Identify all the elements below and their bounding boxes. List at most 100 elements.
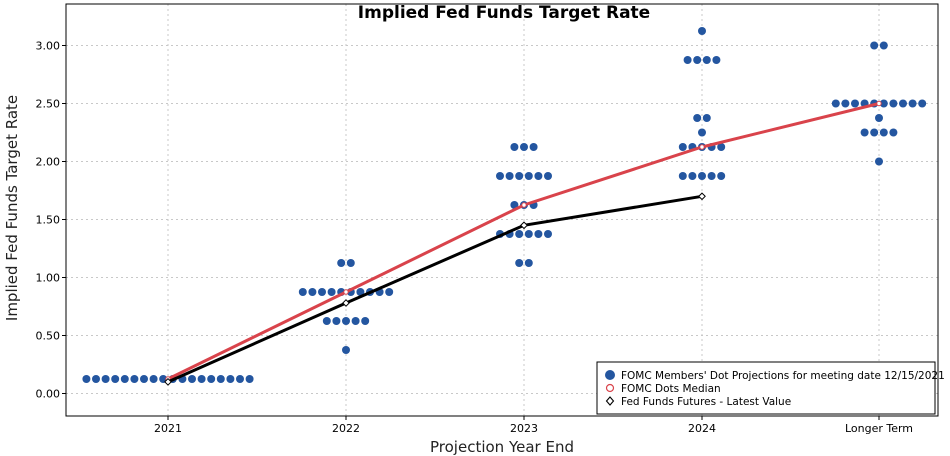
x-tick-label: 2022 [332, 422, 360, 435]
dot-projection [351, 317, 360, 325]
dot-projection [188, 375, 196, 383]
dot-projection [899, 99, 907, 108]
dot-projection [515, 259, 524, 267]
dot-projection [529, 143, 538, 151]
dot-projection [149, 375, 158, 383]
dot-projection [327, 288, 336, 296]
dot-projection [356, 288, 365, 296]
dot-projection [879, 99, 888, 108]
y-axis-ticks: 0.00 0.50 1.00 1.50 2.00 2.50 3.00 [36, 40, 66, 401]
dot-projection [875, 114, 883, 122]
dot-projection [875, 157, 883, 166]
x-axis-ticks: 2021 2022 2023 2024 Longer Term [154, 416, 913, 435]
dot-projection [510, 201, 519, 209]
dot-projection [918, 99, 927, 108]
dot-projection [698, 172, 706, 180]
futures-line [167, 194, 703, 384]
futures-point [342, 299, 350, 307]
dot-projection [197, 375, 206, 383]
dot-projection [140, 375, 148, 383]
chart-title: Implied Fed Funds Target Rate [358, 3, 650, 23]
median-point [699, 144, 705, 150]
dot-projections [82, 27, 927, 383]
dot-projection [332, 317, 341, 325]
median-point [343, 289, 349, 295]
futures-point [164, 377, 172, 386]
dot-projection [524, 230, 533, 238]
y-tick-label: 1.50 [36, 214, 61, 227]
y-tick-label: 0.50 [36, 330, 61, 343]
dot-projection [688, 172, 697, 180]
dot-projection [520, 143, 528, 151]
dot-projection [385, 288, 394, 296]
dot-projection [717, 143, 726, 151]
legend-label-median: FOMC Dots Median [621, 383, 721, 395]
dot-projection [130, 375, 139, 383]
dot-projection [505, 172, 514, 180]
dot-projection [889, 99, 898, 108]
dot-projection [683, 56, 692, 64]
dot-projection [678, 143, 687, 151]
dot-projection [870, 128, 879, 137]
median-point [521, 202, 527, 208]
dot-projection [101, 375, 110, 383]
futures-point [520, 221, 528, 230]
y-tick-label: 2.00 [36, 156, 61, 169]
y-tick-label: 0.00 [36, 388, 61, 401]
dot-projection [693, 114, 702, 122]
dot-projection [889, 128, 898, 137]
dot-projection [524, 172, 533, 180]
x-tick-label: 2023 [510, 422, 538, 435]
dot-projection [361, 317, 370, 325]
dot-projection [346, 259, 355, 267]
legend-marker-median [605, 383, 615, 393]
dot-projection [342, 317, 350, 325]
dot-projection [120, 375, 129, 383]
legend-marker-dots [605, 370, 615, 380]
dot-projection [702, 56, 711, 64]
dot-projection [831, 99, 840, 108]
y-tick-label: 2.50 [36, 98, 61, 111]
dot-projection [707, 172, 716, 180]
dot-projection [678, 172, 687, 180]
dot-projection [544, 230, 552, 238]
legend-marker-futures [605, 396, 615, 406]
dot-projection [879, 41, 888, 50]
series-lines [164, 100, 882, 386]
x-tick-label: 2021 [154, 422, 182, 435]
legend-box [596, 361, 936, 415]
legend-label-dots: FOMC Members' Dot Projections for meetin… [621, 370, 945, 382]
dot-projection [908, 99, 917, 108]
dot-projection [245, 375, 254, 383]
dot-projection [870, 41, 879, 50]
dot-projection [510, 143, 519, 151]
dot-projection [698, 128, 706, 137]
y-axis-label: Implied Fed Funds Target Rate [3, 95, 21, 321]
dot-projection [92, 375, 100, 383]
grid [66, 4, 938, 416]
dot-projection [226, 375, 235, 383]
y-tick-label: 1.00 [36, 272, 61, 285]
plot-area-frame [65, 3, 939, 417]
dot-projection [534, 172, 543, 180]
dot-projection [851, 99, 859, 108]
dot-projection [236, 375, 244, 383]
dot-projection [860, 128, 869, 137]
dot-projection [841, 99, 850, 108]
dot-projection [111, 375, 120, 383]
dot-projection [693, 56, 702, 64]
dot-projection [534, 230, 543, 238]
x-axis-label: Projection Year End [430, 438, 574, 456]
futures-point [698, 192, 706, 201]
dot-projection [318, 288, 326, 296]
dot-projection [544, 172, 552, 180]
dot-projection [82, 375, 91, 383]
dot-projection [515, 230, 524, 238]
x-tick-label: Longer Term [845, 422, 913, 435]
dot-projection [207, 375, 216, 383]
legend-label-futures: Fed Funds Futures - Latest Value [621, 396, 791, 408]
dot-projection [342, 346, 350, 354]
dot-projection [337, 259, 346, 267]
median-point [876, 100, 882, 107]
